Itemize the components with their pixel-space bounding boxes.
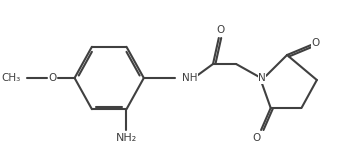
Text: N: N	[258, 73, 266, 83]
Text: O: O	[312, 38, 320, 48]
Text: O: O	[48, 73, 56, 83]
Text: CH₃: CH₃	[1, 73, 21, 83]
Text: NH: NH	[182, 73, 198, 83]
Text: NH₂: NH₂	[116, 133, 137, 143]
Text: O: O	[252, 133, 260, 143]
Text: O: O	[217, 25, 225, 35]
